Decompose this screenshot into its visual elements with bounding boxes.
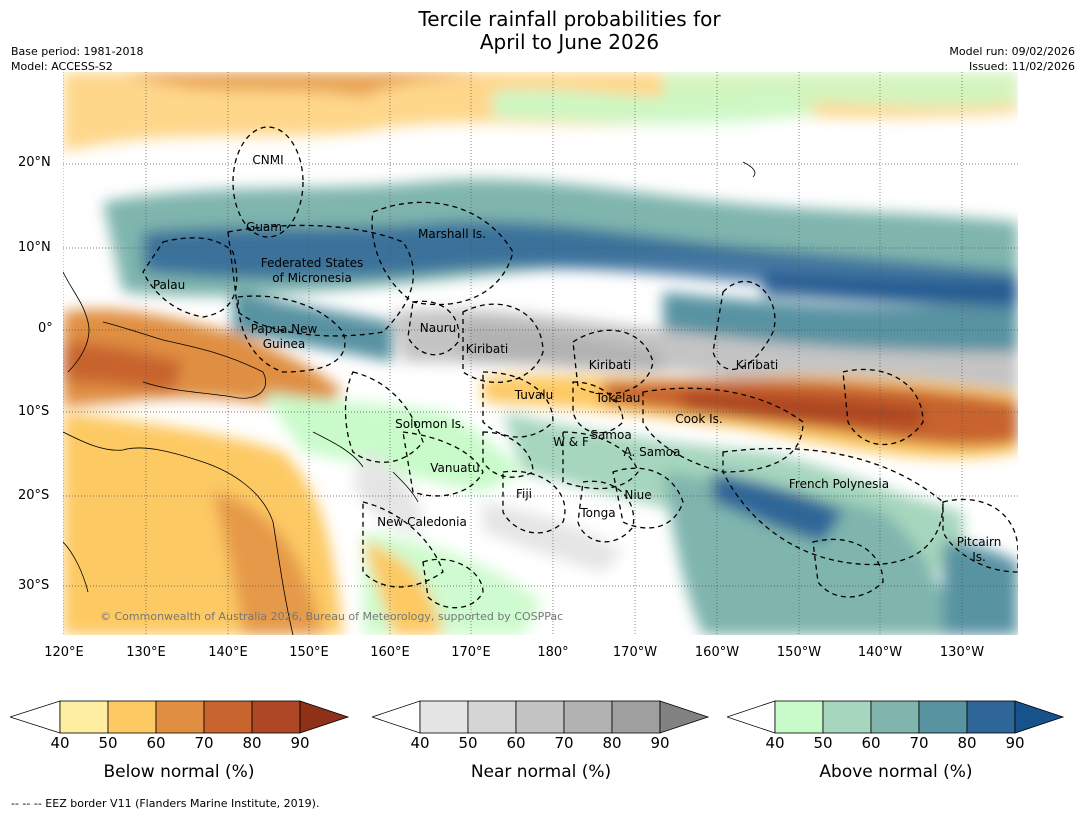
- region-label-pitcairn-2: Is.: [972, 550, 986, 564]
- colorbar-below: [10, 700, 350, 734]
- region-label-kiribati-central: Kiribati: [588, 358, 632, 372]
- region-label-new-caledonia: New Caledonia: [377, 515, 467, 529]
- region-label-tonga: Tonga: [580, 506, 616, 520]
- tick-below-40: 40: [50, 734, 70, 752]
- tick-near-50: 50: [458, 734, 478, 752]
- lon-label-180: 180°: [537, 645, 569, 660]
- tick-near-70: 70: [554, 734, 574, 752]
- lat-label-10n: 10°N: [18, 240, 51, 255]
- region-label-samoa: Samoa: [590, 428, 632, 442]
- region-label-tokelau: Tokelau: [595, 391, 641, 405]
- meta-right: Model run: 09/02/2026 Issued: 11/02/2026: [949, 44, 1075, 74]
- lon-label-170e: 170°E: [451, 645, 491, 660]
- region-label-niue: Niue: [624, 488, 652, 502]
- tick-near-60: 60: [506, 734, 526, 752]
- lat-label-20s: 20°S: [18, 488, 50, 503]
- region-label-american-samoa: A. Samoa: [623, 445, 681, 459]
- colorbar-near: [372, 700, 710, 734]
- tick-near-40: 40: [410, 734, 430, 752]
- lon-label-150e: 150°E: [289, 645, 329, 660]
- tick-below-90: 90: [290, 734, 310, 752]
- issued-date: Issued: 11/02/2026: [968, 60, 1075, 73]
- region-label-kiribati-west: Kiribati: [465, 342, 509, 356]
- region-label-png-1: Papua New: [250, 322, 318, 336]
- tick-above-50: 50: [813, 734, 833, 752]
- region-label-png-2: Guinea: [262, 337, 306, 351]
- base-period: Base period: 1981-2018: [11, 45, 144, 58]
- region-label-kiribati-east: Kiribati: [735, 358, 779, 372]
- eez-border-note: -- -- -- EEZ border V11 (Flanders Marine…: [11, 797, 320, 810]
- colorbar-above: [727, 700, 1065, 734]
- lon-label-170w: 170°W: [612, 645, 658, 660]
- lon-label-140e: 140°E: [208, 645, 248, 660]
- legend-title-above: Above normal (%): [819, 762, 973, 782]
- tick-above-60: 60: [861, 734, 881, 752]
- tick-below-50: 50: [98, 734, 118, 752]
- legend-title-near: Near normal (%): [470, 762, 612, 782]
- lat-label-20n: 20°N: [18, 155, 51, 170]
- lon-label-160e: 160°E: [370, 645, 410, 660]
- map-canvas: [63, 72, 1018, 635]
- tick-above-70: 70: [909, 734, 929, 752]
- region-label-nauru: Nauru: [419, 321, 457, 335]
- lon-label-130w: 130°W: [939, 645, 985, 660]
- copyright-notice: © Commonwealth of Australia 2026, Bureau…: [100, 610, 564, 623]
- region-label-tuvalu: Tuvalu: [514, 388, 554, 402]
- tick-above-40: 40: [765, 734, 785, 752]
- tick-above-90: 90: [1005, 734, 1025, 752]
- region-label-pitcairn-1: Pitcairn: [956, 535, 1002, 549]
- region-label-fsm-2: of Micronesia: [272, 271, 352, 285]
- legend-near-normal: [372, 700, 712, 734]
- tick-below-70: 70: [194, 734, 214, 752]
- meta-left: Base period: 1981-2018 Model: ACCESS-S2: [11, 44, 143, 74]
- model-run: Model run: 09/02/2026: [949, 45, 1075, 58]
- region-label-palau: Palau: [152, 278, 186, 292]
- lat-label-eq: 0°: [38, 321, 53, 336]
- tick-above-80: 80: [957, 734, 977, 752]
- region-label-french-polynesia: French Polynesia: [788, 477, 890, 491]
- lon-label-160w: 160°W: [694, 645, 740, 660]
- region-label-fiji: Fiji: [515, 487, 533, 501]
- model-name: Model: ACCESS-S2: [11, 60, 113, 73]
- region-label-marshall: Marshall Is.: [418, 227, 486, 241]
- region-label-solomon: Solomon Is.: [395, 417, 465, 431]
- tick-near-80: 80: [602, 734, 622, 752]
- legend-below-normal: [10, 700, 350, 734]
- lon-label-130e: 130°E: [126, 645, 166, 660]
- title-line-1: Tercile rainfall probabilities for: [418, 7, 721, 31]
- tick-below-60: 60: [146, 734, 166, 752]
- lat-label-10s: 10°S: [18, 404, 50, 419]
- legend-above-normal: [727, 700, 1067, 734]
- tick-below-80: 80: [242, 734, 262, 752]
- legend-title-below: Below normal (%): [103, 762, 255, 782]
- region-label-vanuatu: Vanuatu: [430, 461, 480, 475]
- lon-label-140w: 140°W: [857, 645, 903, 660]
- region-label-fsm-1: Federated States: [260, 256, 364, 270]
- lat-label-30s: 30°S: [18, 578, 50, 593]
- region-label-cnmi: CNMI: [252, 153, 284, 167]
- region-label-cook: Cook Is.: [675, 412, 723, 426]
- rainfall-map: [63, 72, 1018, 635]
- lon-label-150w: 150°W: [776, 645, 822, 660]
- map-title: Tercile rainfall probabilities for April…: [0, 8, 1085, 54]
- region-label-wf: W & F: [553, 435, 589, 449]
- title-line-2: April to June 2026: [479, 30, 660, 54]
- region-label-guam: Guam: [246, 220, 282, 234]
- lon-label-120e: 120°E: [44, 645, 84, 660]
- tick-near-90: 90: [650, 734, 670, 752]
